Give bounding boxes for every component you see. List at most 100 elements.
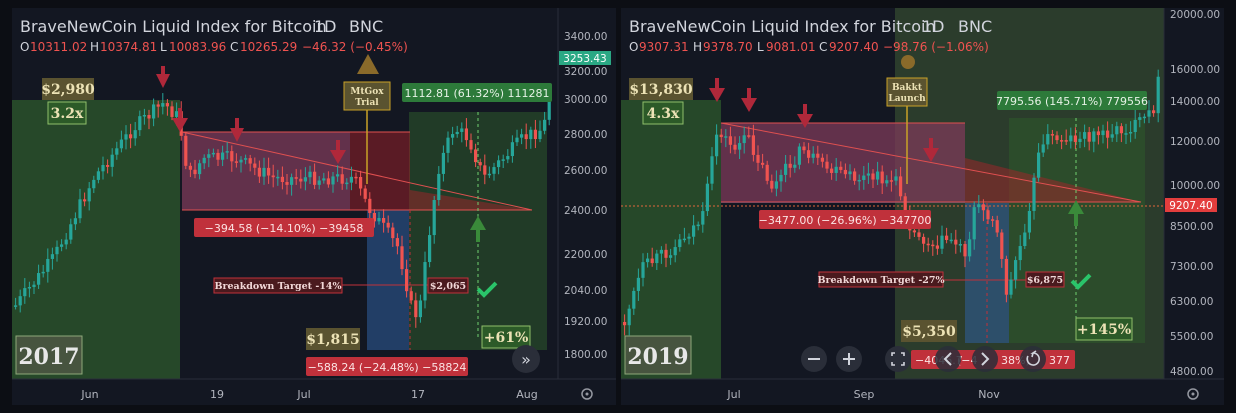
candle-body xyxy=(492,167,496,174)
y-tick-label: 2600.00 xyxy=(564,165,607,177)
gear-icon[interactable] xyxy=(1187,388,1199,400)
candle-body xyxy=(276,176,280,179)
candle-body xyxy=(345,182,349,185)
candle-body xyxy=(515,137,519,143)
y-tick-label: 20000.00 xyxy=(1170,9,1220,21)
y-tick-label: 12000.00 xyxy=(1170,136,1220,148)
peak-price-label xyxy=(42,78,94,100)
candle-body xyxy=(991,219,995,221)
candle-body xyxy=(1078,138,1082,142)
candle-body xyxy=(303,177,307,182)
candle-body xyxy=(441,152,445,174)
candle-body xyxy=(1115,126,1119,135)
chart-panel-2017[interactable]: 3400.00 3200.00 3000.00 2800.00 2600.00 2400.… xyxy=(12,8,616,405)
candle-body xyxy=(156,104,160,107)
candle-body xyxy=(751,135,755,155)
candle-body xyxy=(756,154,760,163)
candle-body xyxy=(147,115,151,119)
candle-body xyxy=(331,176,335,185)
year-label xyxy=(624,335,692,375)
candle-body xyxy=(106,165,110,167)
candle-body xyxy=(524,134,528,140)
event-label xyxy=(886,77,928,107)
candle-body xyxy=(1060,140,1064,142)
candle-body xyxy=(55,246,59,255)
event-icon xyxy=(901,55,915,69)
candle-body xyxy=(968,239,972,257)
candle-body xyxy=(248,158,252,164)
candle-body xyxy=(506,156,510,160)
candle-body xyxy=(834,166,838,173)
scroll-right-button[interactable] xyxy=(972,346,998,372)
candle-body xyxy=(451,134,455,138)
current-price-text: 3253.43 xyxy=(563,53,606,65)
candle-body xyxy=(32,284,36,288)
candle-body xyxy=(880,171,884,184)
svg-text:9207.40: 9207.40 xyxy=(829,40,879,54)
scroll-left-button[interactable] xyxy=(935,346,961,372)
candle-body xyxy=(207,154,211,158)
candle-body xyxy=(797,146,801,165)
interval-label[interactable]: 1D xyxy=(314,17,337,36)
chevron-right-icon xyxy=(981,352,990,366)
candle-body xyxy=(299,178,303,182)
reset-button[interactable] xyxy=(1020,346,1046,372)
candle-body xyxy=(1014,260,1018,280)
event-label xyxy=(343,81,391,111)
y-tick-label: 2400.00 xyxy=(564,205,607,217)
candle-body xyxy=(1129,132,1133,134)
candle-body xyxy=(138,116,142,131)
candle-body xyxy=(92,179,96,189)
candle-body xyxy=(977,204,981,208)
fullscreen-icon xyxy=(891,352,905,366)
candle-body xyxy=(487,173,491,176)
candle-body xyxy=(1110,134,1114,138)
accumulation-zone xyxy=(621,100,721,379)
candle-body xyxy=(359,176,363,189)
candle-body xyxy=(954,239,958,245)
candle-body xyxy=(285,182,289,185)
candle-body xyxy=(903,196,907,214)
chart-panel-2019[interactable]: 20000.00 16000.00 14000.00 12000.00 10000.00… xyxy=(621,8,1224,405)
svg-text:$2,065: $2,065 xyxy=(430,281,466,292)
candle-body xyxy=(110,154,114,167)
gear-icon[interactable] xyxy=(581,388,593,400)
chart-title: BraveNewCoin Liquid Index for Bitcoin xyxy=(629,17,936,36)
candle-body xyxy=(793,164,797,168)
candle-body xyxy=(18,296,22,306)
candle-body xyxy=(963,244,967,257)
svg-text:−98.76 (−1.06%): −98.76 (−1.06%) xyxy=(883,40,989,54)
y-tick-label: 6300.00 xyxy=(1170,296,1213,308)
candle-body xyxy=(715,134,719,157)
candle-body xyxy=(211,152,215,155)
candle-body xyxy=(659,249,663,254)
candle-body xyxy=(368,198,372,213)
candle-body xyxy=(23,288,27,297)
candle-body xyxy=(129,134,133,139)
candle-body xyxy=(37,273,41,285)
x-tick-label: Aug xyxy=(516,388,537,401)
candle-body xyxy=(14,305,18,307)
candle-body xyxy=(724,136,728,138)
current-price-text: 9207.40 xyxy=(1169,200,1212,212)
y-tick-label: 7300.00 xyxy=(1170,261,1213,273)
candle-body xyxy=(940,235,944,249)
candle-body xyxy=(1133,119,1137,133)
candle-body xyxy=(802,146,806,151)
interval-label[interactable]: 1D xyxy=(922,17,945,36)
down-arrows xyxy=(156,66,346,164)
fullscreen-button[interactable] xyxy=(885,346,911,372)
candle-body xyxy=(742,135,746,144)
candle-body xyxy=(257,167,261,177)
candle-body xyxy=(1050,134,1054,136)
candle-body xyxy=(280,176,284,183)
candle-body xyxy=(945,235,949,241)
candle-body xyxy=(627,308,631,326)
year-label xyxy=(15,335,83,375)
scroll-right-button[interactable] xyxy=(512,345,540,373)
candle-body xyxy=(423,262,427,301)
candle-body xyxy=(308,171,312,178)
candle-body xyxy=(354,176,358,179)
candle-body xyxy=(899,176,903,197)
x-tick-label: 19 xyxy=(210,388,224,401)
